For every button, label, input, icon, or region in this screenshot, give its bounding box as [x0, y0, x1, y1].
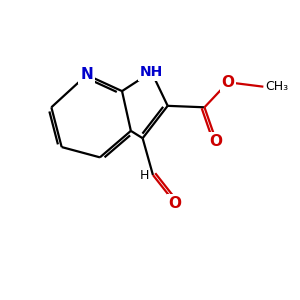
Text: N: N	[80, 68, 93, 82]
Text: CH₃: CH₃	[265, 80, 288, 93]
Text: H: H	[140, 169, 149, 182]
Text: NH: NH	[140, 65, 163, 79]
Text: O: O	[169, 196, 182, 211]
Text: O: O	[221, 75, 235, 90]
Text: O: O	[210, 134, 223, 149]
